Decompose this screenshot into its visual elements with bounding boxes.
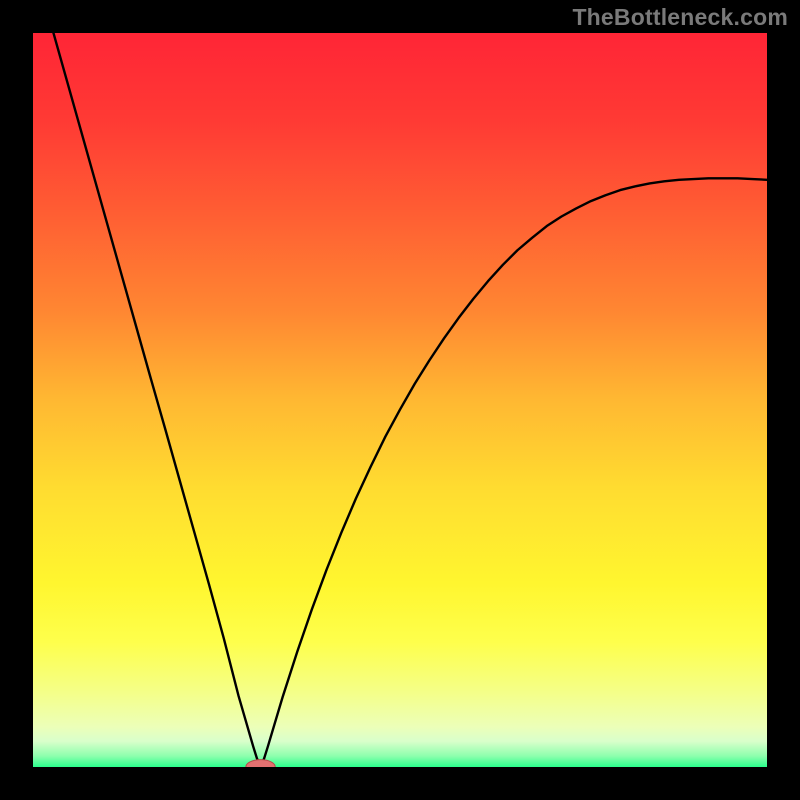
- plot-area: [33, 33, 767, 767]
- chart-frame: TheBottleneck.com: [0, 0, 800, 800]
- gradient-background: [33, 33, 767, 767]
- plot-svg: [33, 33, 767, 767]
- watermark-text: TheBottleneck.com: [572, 4, 788, 31]
